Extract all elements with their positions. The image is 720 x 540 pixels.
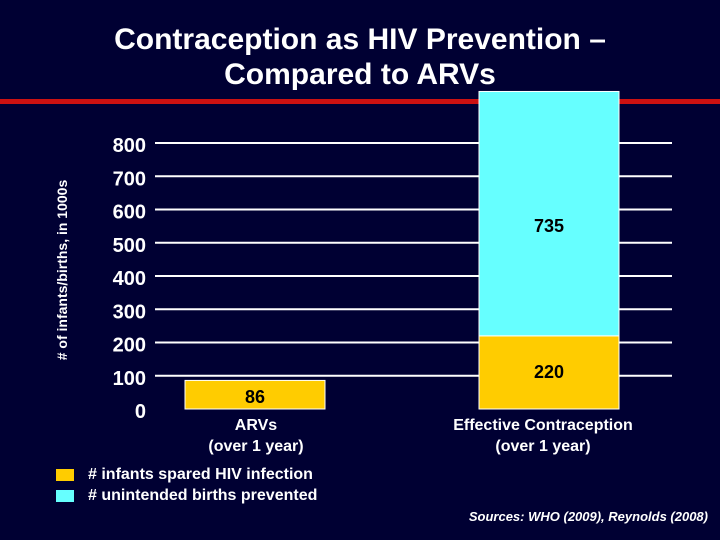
sources-note: Sources: WHO (2009), Reynolds (2008) (468, 509, 708, 524)
y-tick-label-0: 0 (135, 401, 146, 423)
y-tick-label-200: 200 (113, 335, 146, 357)
category-label-contraception-line2: (over 1 year) (495, 438, 590, 455)
legend-item-hiv: # infants spared HIV infection (56, 465, 313, 485)
slide-title-line2: Compared to ARVs (224, 58, 496, 91)
y-tick-label-300: 300 (113, 301, 146, 323)
data-label-contraception-series1: 735 (534, 216, 564, 236)
y-tick-label-700: 700 (113, 168, 146, 190)
data-label-arvs-series0: 86 (245, 387, 265, 407)
slide-title-line1: Contraception as HIV Prevention – (114, 23, 606, 56)
y-tick-label-800: 800 (113, 135, 146, 157)
bar-arvs-series0 (184, 379, 326, 410)
legend-label-hiv: # infants spared HIV infection (88, 466, 313, 483)
category-label-arvs-line1: ARVs (235, 417, 277, 434)
y-tick-label-400: 400 (113, 268, 146, 290)
y-tick-label-500: 500 (113, 235, 146, 257)
legend-label-births: # unintended births prevented (88, 487, 318, 504)
category-label-arvs-line2: (over 1 year) (208, 438, 303, 455)
y-tick-label-100: 100 (113, 368, 146, 390)
bar-contraception-series1 (478, 90, 620, 337)
legend-item-births: # unintended births prevented (56, 486, 317, 506)
data-label-contraception-series0: 220 (534, 362, 564, 382)
legend-swatch-hiv (56, 469, 74, 481)
y-tick-label-600: 600 (113, 202, 146, 224)
bar-contraception-series0 (478, 335, 620, 410)
title-divider (0, 99, 720, 104)
category-label-contraception-line1: Effective Contraception (453, 417, 633, 434)
legend-swatch-births (56, 490, 74, 502)
